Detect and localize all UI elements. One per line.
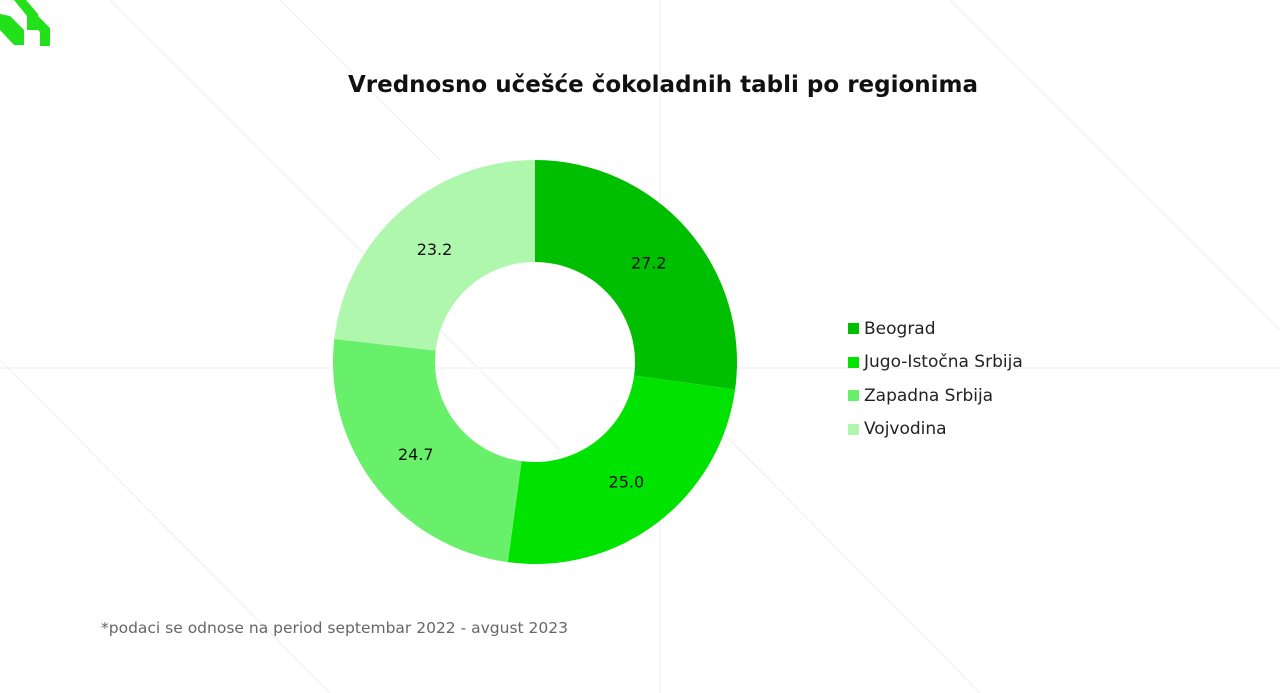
legend-swatch	[848, 423, 859, 435]
donut-slice-2	[507, 375, 736, 564]
donut-slices	[332, 160, 737, 564]
watermark-line	[719, 429, 981, 693]
legend-swatch	[848, 390, 859, 402]
donut-slice-4	[334, 160, 535, 351]
chart-title: Vrednosno učešće čokoladnih tabli po reg…	[347, 72, 979, 98]
watermark-line	[279, 0, 441, 161]
brand-logo-stripe	[0, 14, 24, 45]
legend-item: Jugo-Istočna Srbija	[848, 346, 1023, 380]
watermark-line	[109, 0, 561, 451]
donut-value-label-4: 23.2	[417, 240, 453, 259]
legend-label: Jugo-Istočna Srbija	[864, 352, 1023, 373]
legend-item: Zapadna Srbija	[848, 379, 1023, 413]
brand-logo-icon	[0, 0, 50, 46]
donut-value-label-1: 27.2	[631, 253, 667, 272]
legend-swatch	[848, 356, 859, 368]
watermark-line	[0, 359, 331, 693]
legend-item: Vojvodina	[848, 413, 1023, 447]
legend-label: Vojvodina	[864, 419, 947, 440]
watermark-line	[949, 0, 1280, 331]
footnote: *podaci se odnose na period septembar 20…	[101, 619, 568, 637]
donut-value-label-3: 24.7	[398, 445, 434, 464]
legend-item: Beograd	[848, 312, 1023, 346]
legend-label: Zapadna Srbija	[864, 385, 994, 406]
donut-slice-1	[535, 160, 737, 390]
legend-label: Beograd	[864, 318, 936, 339]
donut-slice-3	[332, 338, 522, 563]
donut-value-labels: 27.2 25.0 24.7 23.2	[398, 240, 667, 492]
legend-swatch	[848, 323, 859, 335]
donut-value-label-2: 25.0	[609, 473, 645, 492]
chart-legend: Beograd Jugo-Istočna Srbija Zapadna Srbi…	[848, 312, 1023, 446]
brand-logo-stripe	[28, 14, 50, 46]
